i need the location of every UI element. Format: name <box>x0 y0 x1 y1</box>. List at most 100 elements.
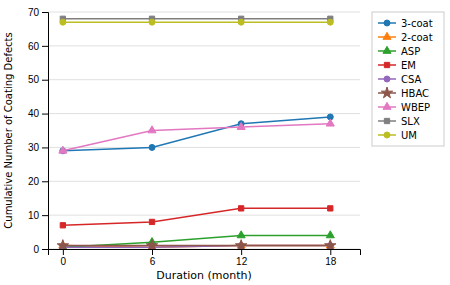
point <box>149 19 155 25</box>
point <box>327 19 333 25</box>
point <box>326 119 334 126</box>
legend-item: EM <box>378 60 416 71</box>
tick-label: 40 <box>28 108 40 119</box>
plot-area: 0 6 12 18 0 10 20 30 40 50 60 70 <box>28 7 361 267</box>
legend-item: HBAC <box>378 87 429 98</box>
tick: 12 <box>236 249 248 267</box>
tick-mark <box>152 249 153 255</box>
legend-item: SLX <box>378 116 420 127</box>
tick: 20 <box>28 176 48 187</box>
chart: 0 6 12 18 0 10 20 30 40 50 60 70 Duration (month) Cum… <box>0 0 450 285</box>
grid-line <box>48 215 360 216</box>
legend-label: CSA <box>401 74 422 85</box>
legend-item: 2-coat <box>378 32 433 43</box>
x-axis-title: Duration (month) <box>156 269 252 282</box>
point <box>146 240 157 249</box>
tick-label: 50 <box>28 74 40 85</box>
tick-label: 0 <box>61 256 67 267</box>
tick-mark <box>42 46 48 47</box>
grid-line <box>48 45 360 46</box>
grid-line <box>48 12 360 13</box>
tick-mark <box>330 249 331 255</box>
tick-mark <box>241 249 242 255</box>
y-axis: 0 10 20 30 40 50 60 70 <box>28 7 49 255</box>
line <box>63 18 330 20</box>
line <box>63 246 330 248</box>
tick-mark <box>63 249 64 255</box>
legend-label: ASP <box>401 46 420 57</box>
line <box>63 245 330 247</box>
tick-label: 12 <box>236 256 248 267</box>
legend-label: EM <box>401 60 416 71</box>
tick-label: 10 <box>28 210 40 221</box>
tick: 10 <box>28 210 48 221</box>
point <box>238 19 244 25</box>
legend-item: WBEP <box>378 102 430 113</box>
y-axis-title: Cumulative Number of Coating Defects <box>3 32 14 228</box>
point <box>237 122 245 129</box>
point <box>60 223 65 228</box>
axis-line <box>42 13 49 250</box>
tick-mark <box>42 80 48 81</box>
line <box>63 21 330 23</box>
point <box>149 219 154 224</box>
legend-label: HBAC <box>401 88 429 99</box>
grid-line <box>48 147 360 148</box>
tick-mark <box>42 181 48 182</box>
point <box>149 144 155 150</box>
legend-marker <box>383 46 391 53</box>
legend-marker <box>383 32 391 39</box>
line <box>63 117 330 151</box>
legend-marker <box>384 62 389 67</box>
point <box>60 19 66 25</box>
tick: 50 <box>28 74 48 85</box>
tick-mark <box>42 249 48 250</box>
grid <box>48 12 360 249</box>
tick: 60 <box>28 41 48 52</box>
tick: 0 <box>61 249 67 267</box>
legend-marker <box>383 102 391 109</box>
grid-line <box>48 181 360 182</box>
point <box>59 146 67 153</box>
tick-mark <box>42 215 48 216</box>
legend-label: WBEP <box>401 102 430 113</box>
tick: 0 <box>33 244 48 255</box>
tick: 70 <box>28 7 48 18</box>
tick: 40 <box>28 108 48 119</box>
tick-mark <box>42 114 48 115</box>
point <box>325 240 336 249</box>
legend-label: SLX <box>401 116 420 127</box>
legend-label: 2-coat <box>401 32 433 43</box>
line <box>63 235 330 247</box>
legend-item: 3-coat <box>378 18 433 29</box>
grid-line <box>48 113 360 114</box>
legend-frame <box>372 12 444 146</box>
legend-marker <box>384 76 390 82</box>
tick-label: 6 <box>150 256 156 267</box>
line <box>63 246 330 248</box>
legend-label: UM <box>401 130 417 141</box>
legend-item: ASP <box>378 46 420 57</box>
tick-label: 0 <box>33 244 39 255</box>
tick-label: 60 <box>28 41 40 52</box>
point <box>238 206 243 211</box>
legend-marker <box>384 20 390 26</box>
legend-marker <box>384 132 390 138</box>
series-group <box>57 16 336 249</box>
legend: 3-coat 2-coat ASP EM CSA HBAC WBEP SLX UM <box>372 12 444 146</box>
tick: 18 <box>325 249 337 267</box>
tick: 30 <box>28 142 48 153</box>
line <box>63 124 330 151</box>
line <box>63 208 330 225</box>
tick-label: 70 <box>28 7 40 18</box>
x-axis: 0 6 12 18 <box>49 249 361 267</box>
tick-label: 20 <box>28 176 40 187</box>
legend-marker <box>381 87 392 98</box>
point <box>148 126 156 133</box>
point <box>328 206 333 211</box>
tick: 6 <box>150 249 156 267</box>
legend-item: UM <box>378 130 417 141</box>
point <box>326 231 334 238</box>
legend-item: CSA <box>378 74 422 85</box>
point <box>235 240 246 249</box>
